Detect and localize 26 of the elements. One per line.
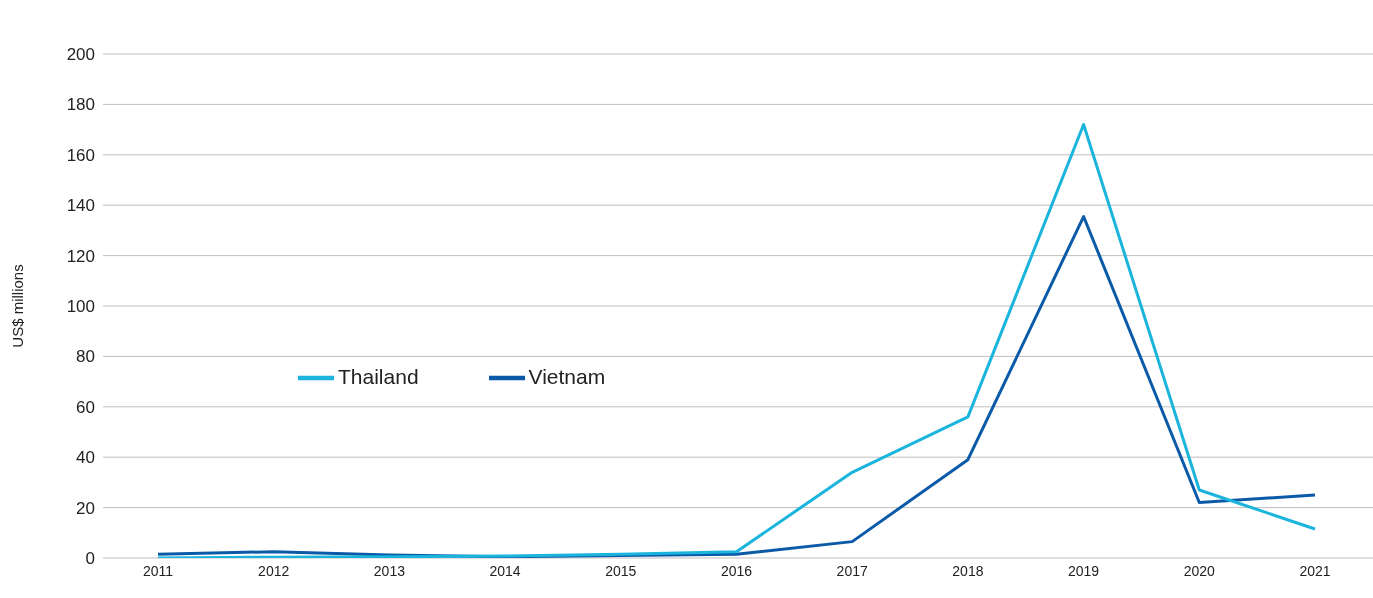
x-tick-label: 2014 xyxy=(489,562,521,579)
x-tick-label: 2011 xyxy=(142,562,174,579)
x-tick-label: 2021 xyxy=(1299,562,1331,579)
x-tick-label: 2019 xyxy=(1068,562,1100,579)
y-tick-label: 40 xyxy=(76,448,95,468)
x-tick-label: 2012 xyxy=(258,562,290,579)
x-tick-label: 2020 xyxy=(1183,562,1216,579)
y-tick-label: 20 xyxy=(76,498,95,518)
y-axis-title: US$ millions xyxy=(9,264,27,348)
y-tick-label: 140 xyxy=(66,196,95,216)
y-tick-label: 60 xyxy=(76,397,95,417)
y-tick-label: 120 xyxy=(66,246,95,266)
y-tick-label: 180 xyxy=(66,95,95,115)
y-tick-label: 100 xyxy=(66,297,95,317)
y-tick-label: 80 xyxy=(76,347,95,367)
legend-label: Vietnam xyxy=(528,364,606,388)
y-tick-label: 200 xyxy=(66,45,95,65)
line-series xyxy=(156,123,1317,558)
y-tick-label: 160 xyxy=(66,145,95,165)
x-tick-label: 2017 xyxy=(836,562,868,579)
legend-label: Thailand xyxy=(338,364,419,388)
x-tick-label: 2015 xyxy=(605,562,637,579)
y-tick-label: 0 xyxy=(85,549,95,569)
x-tick-label: 2016 xyxy=(720,562,753,579)
x-tick-label: 2013 xyxy=(373,562,406,579)
x-tick-label: 2018 xyxy=(952,562,984,579)
